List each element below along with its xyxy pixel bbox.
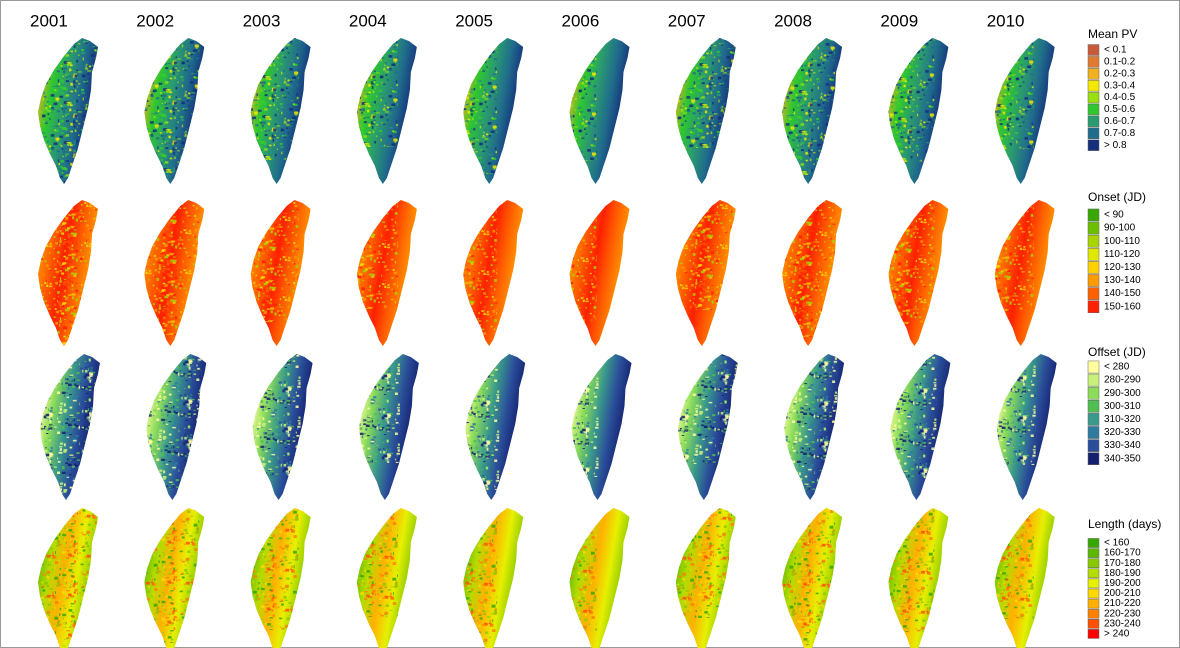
year-label: 2008 <box>774 11 812 30</box>
legend-swatch <box>1088 538 1099 547</box>
legend-swatch <box>1088 209 1099 221</box>
legend-swatch <box>1088 609 1099 618</box>
year-label: 2007 <box>668 11 706 30</box>
legend-swatch <box>1088 140 1099 151</box>
legend-swatch <box>1088 599 1099 608</box>
legend-label: < 90 <box>1104 210 1124 221</box>
legend-swatch <box>1088 248 1099 260</box>
year-label: 2004 <box>349 11 387 30</box>
legend-swatch <box>1088 361 1099 373</box>
legend-label: 300-310 <box>1104 401 1141 412</box>
legend-swatch <box>1088 569 1099 578</box>
legend-swatch <box>1088 559 1099 568</box>
year-label: 2005 <box>455 11 493 30</box>
legend-swatch <box>1088 235 1099 247</box>
year-label: 2006 <box>562 11 600 30</box>
legend-swatch <box>1088 261 1099 273</box>
legend-swatch <box>1088 128 1099 139</box>
legend-swatch <box>1088 274 1099 286</box>
legend-title: Offset (JD) <box>1088 345 1146 359</box>
legend-swatch <box>1088 68 1099 79</box>
legend-swatch <box>1088 619 1099 628</box>
legend-label: 100-110 <box>1104 236 1140 247</box>
legend-title: Mean PV <box>1088 27 1137 41</box>
legend-label: 130-140 <box>1104 275 1141 286</box>
legend-label: 340-350 <box>1104 453 1141 464</box>
legend-label: 0.5-0.6 <box>1104 104 1136 115</box>
figure: 2001 2002 2003 2004 2005 2006 2007 2008 2009 2010… <box>0 0 1180 648</box>
legend-swatch <box>1088 426 1099 438</box>
legend-label: 120-130 <box>1104 262 1141 273</box>
legend-label: 280-290 <box>1104 375 1141 386</box>
year-label: 2010 <box>987 11 1025 30</box>
year-label: 2001 <box>30 11 68 30</box>
year-label: 2002 <box>136 11 174 30</box>
legend-label: 0.6-0.7 <box>1104 116 1136 127</box>
legend-label: 150-160 <box>1104 301 1141 312</box>
legend-swatch <box>1088 453 1099 465</box>
legend-swatch <box>1088 387 1099 399</box>
legend-swatch <box>1088 629 1099 638</box>
legend-label: < 0.1 <box>1104 45 1127 56</box>
legend-label: 0.7-0.8 <box>1104 128 1136 139</box>
legend-label: 140-150 <box>1104 288 1141 299</box>
legend-label: > 240 <box>1104 629 1130 640</box>
legend-label: 0.3-0.4 <box>1104 80 1136 91</box>
legend-swatch <box>1088 400 1099 412</box>
legend-label: > 0.8 <box>1104 140 1127 151</box>
legend-swatch <box>1088 92 1099 103</box>
legend-label: 110-120 <box>1104 249 1140 260</box>
legend-swatch <box>1088 80 1099 91</box>
legend-title: Onset (JD) <box>1088 190 1146 204</box>
legend-label: 0.1-0.2 <box>1104 57 1136 68</box>
legend-swatch <box>1088 374 1099 386</box>
legend-swatch <box>1088 301 1099 313</box>
legend-label: 310-320 <box>1104 414 1141 425</box>
legend-swatch <box>1088 440 1099 452</box>
legend-label: 330-340 <box>1104 440 1141 451</box>
legend-label: 0.2-0.3 <box>1104 68 1136 79</box>
legend-swatch <box>1088 413 1099 425</box>
legend-label: 290-300 <box>1104 388 1141 399</box>
legend-swatch <box>1088 116 1099 127</box>
legend-swatch <box>1088 589 1099 598</box>
year-label: 2003 <box>243 11 281 30</box>
legend-swatch <box>1088 45 1099 56</box>
legend-swatch <box>1088 579 1099 588</box>
legend-label: 320-330 <box>1104 427 1141 438</box>
legend-label: 0.4-0.5 <box>1104 92 1136 103</box>
legend-title: Length (days) <box>1088 517 1161 531</box>
legend-swatch <box>1088 222 1099 234</box>
legend-swatch <box>1088 56 1099 67</box>
legend-swatch <box>1088 288 1099 300</box>
year-label: 2009 <box>880 11 918 30</box>
legend-swatch <box>1088 549 1099 558</box>
legend-label: 90-100 <box>1104 223 1136 234</box>
legend-label: < 280 <box>1104 362 1130 373</box>
legend-swatch <box>1088 104 1099 115</box>
